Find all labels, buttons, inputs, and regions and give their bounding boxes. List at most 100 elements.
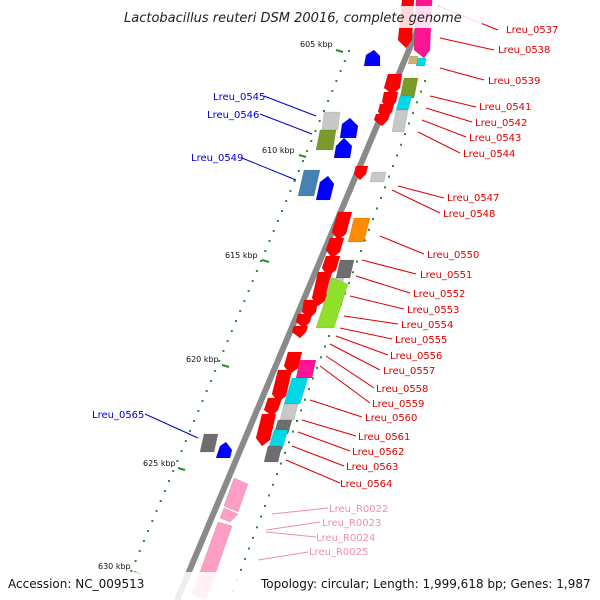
track-dot (288, 441, 290, 444)
track-dot (364, 239, 366, 242)
gene-arrow[interactable] (369, 171, 387, 183)
gene-label[interactable]: Lreu_0537 (506, 25, 558, 36)
gene-arrow[interactable] (255, 413, 277, 447)
gene-arrow[interactable] (373, 113, 391, 127)
leader-line (329, 343, 381, 371)
track-dot (376, 207, 378, 210)
track-dot (226, 340, 229, 342)
gene-arrow[interactable] (315, 129, 337, 151)
gene-arrow[interactable] (263, 397, 283, 417)
gene-arrow[interactable] (291, 325, 309, 339)
track-dot (388, 175, 390, 178)
gene-arrow[interactable] (391, 109, 409, 133)
gene-label[interactable]: Lreu_0558 (376, 384, 428, 395)
gene-label[interactable]: Lreu_0565 (92, 410, 144, 421)
rna-labels: Lreu_R0022 Lreu_R0023 Lreu_R0024 Lreu_R0… (309, 504, 388, 558)
gene-arrow[interactable] (339, 117, 359, 139)
track-dot (384, 186, 386, 189)
gene-label[interactable]: Lreu_0550 (427, 250, 479, 261)
gene-label[interactable]: Lreu_0543 (469, 133, 521, 144)
leader-line (265, 521, 321, 531)
gene-arrow[interactable] (315, 277, 349, 329)
track-dot (138, 550, 141, 552)
gene-label[interactable]: Lreu_0538 (498, 45, 550, 56)
track-dot (189, 430, 191, 432)
gene-label[interactable]: Lreu_0548 (443, 209, 495, 220)
gene-label[interactable]: Lreu_0563 (346, 462, 398, 473)
gene-arrow[interactable] (399, 77, 419, 99)
kbp-tick (298, 154, 307, 158)
track-dot (264, 505, 266, 507)
gene-arrow[interactable] (263, 445, 283, 463)
gene-label[interactable]: Lreu_R0023 (322, 518, 381, 529)
gene-label[interactable]: Lreu_0541 (479, 102, 531, 113)
gene-arrow[interactable] (199, 433, 219, 453)
gene-arrow[interactable] (335, 259, 355, 279)
gene-arrow[interactable] (383, 73, 403, 95)
gene-label[interactable]: Lreu_0553 (407, 305, 459, 316)
gene-arrow[interactable] (297, 169, 321, 197)
gene-arrow[interactable] (321, 255, 341, 277)
gene-arrow[interactable] (333, 137, 353, 159)
gene-arrow[interactable] (331, 211, 353, 241)
gene-arrow[interactable] (279, 403, 299, 421)
gene-arrow[interactable] (315, 175, 335, 201)
gene-arrow[interactable] (347, 217, 371, 243)
gene-arrow[interactable] (407, 55, 419, 65)
leader-line (429, 95, 477, 108)
gene-label[interactable]: Lreu_0554 (401, 320, 453, 331)
track-dot (209, 380, 212, 382)
track-dot (322, 110, 325, 112)
gene-label[interactable]: Lreu_R0025 (309, 547, 368, 558)
gene-label[interactable]: Lreu_0555 (395, 335, 447, 346)
gene-label[interactable]: Lreu_R0022 (329, 504, 388, 515)
gene-label[interactable]: Lreu_0545 (213, 92, 265, 103)
gene-arrow[interactable] (271, 369, 293, 403)
gene-arrow[interactable] (325, 237, 345, 259)
gene-arrow[interactable] (295, 313, 313, 329)
gene-arrow[interactable] (295, 359, 317, 379)
gene-arrow[interactable] (363, 49, 381, 67)
gene-label[interactable]: Lreu_0546 (207, 110, 259, 121)
leader-line (335, 335, 389, 356)
gene-label[interactable]: Lreu_0539 (488, 76, 540, 87)
leader-line (265, 531, 317, 538)
rna-gene[interactable] (219, 507, 239, 523)
gene-arrow[interactable] (283, 351, 303, 375)
gene-arrow[interactable] (215, 441, 233, 459)
track-dot (239, 310, 242, 312)
track-dot (222, 350, 225, 352)
track-dot (280, 462, 282, 465)
gene-arrow[interactable] (321, 111, 341, 131)
gene-label[interactable]: Lreu_0557 (383, 366, 435, 377)
leader-line (325, 355, 375, 389)
gene-arrow[interactable] (395, 95, 413, 111)
gene-label[interactable]: Lreu_0564 (340, 479, 392, 490)
track-dot (408, 122, 410, 125)
track-dot (404, 133, 406, 136)
gene-label[interactable]: Lreu_0549 (191, 153, 243, 164)
track-dot (244, 558, 246, 561)
gene-label[interactable]: Lreu_0547 (447, 193, 499, 204)
gene-arrow[interactable] (267, 429, 289, 451)
gene-label[interactable]: Lreu_0542 (475, 118, 527, 129)
track-dot (151, 520, 154, 522)
gene-label[interactable]: Lreu_0560 (365, 413, 417, 424)
gene-arrow[interactable] (283, 377, 309, 405)
track-dot (243, 300, 246, 302)
gene-label[interactable]: Lreu_R0024 (316, 533, 375, 544)
gene-label[interactable]: Lreu_0552 (413, 289, 465, 300)
leader-line (355, 275, 411, 294)
gene-arrow[interactable] (353, 165, 369, 181)
gene-label[interactable]: Lreu_0561 (358, 432, 410, 443)
gene-label[interactable]: Lreu_0559 (372, 399, 424, 410)
gene-arrow[interactable] (311, 271, 333, 307)
leader-line (391, 189, 441, 214)
rna-gene[interactable] (223, 477, 249, 513)
gene-arrow[interactable] (301, 299, 319, 319)
gene-label[interactable]: Lreu_0556 (390, 351, 442, 362)
gene-label[interactable]: Lreu_0562 (352, 447, 404, 458)
gene-label[interactable]: Lreu_0551 (420, 270, 472, 281)
gene-label[interactable]: Lreu_0544 (463, 149, 515, 160)
